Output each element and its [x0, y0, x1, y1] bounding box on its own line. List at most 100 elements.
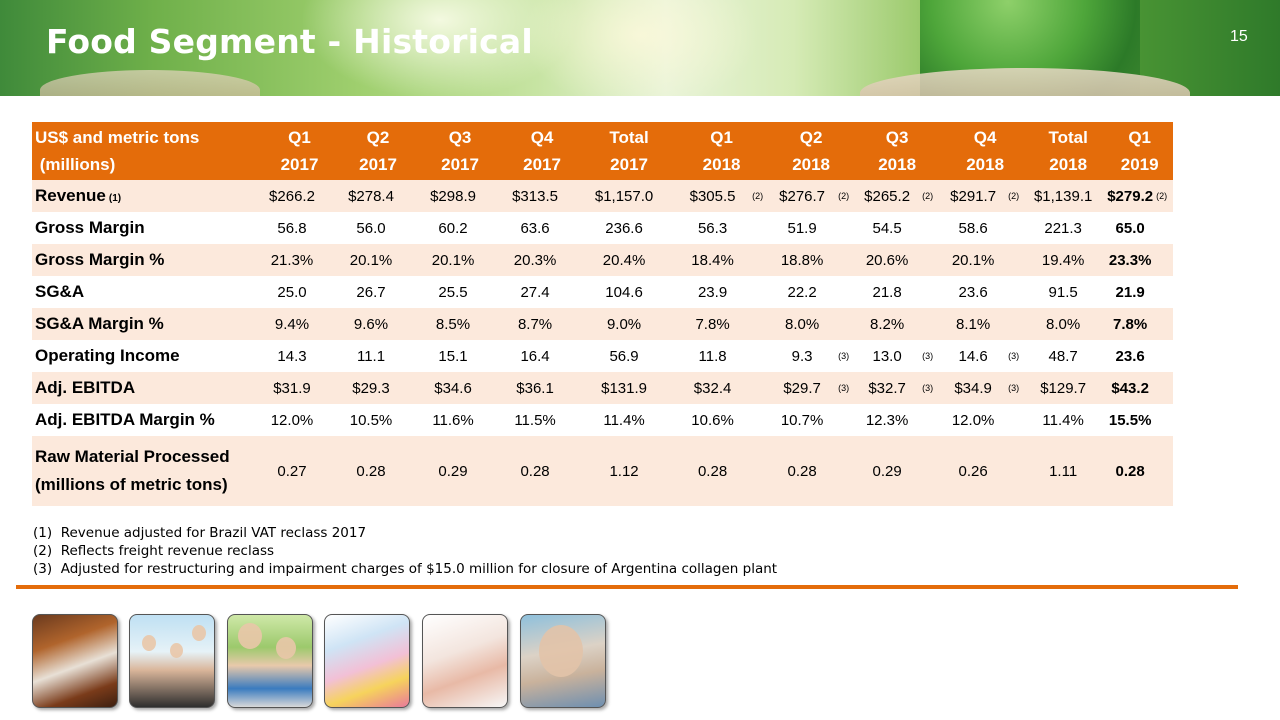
footnote-ref	[569, 180, 584, 212]
footnote-ref	[665, 340, 676, 372]
row-label-text: Adj. EBITDA Margin %	[35, 410, 215, 429]
table-cell: 20.1%	[337, 244, 406, 276]
row-label-text: Gross Margin %	[35, 250, 165, 269]
row-label: SG&A	[32, 276, 262, 308]
table-cell: $266.2	[262, 180, 322, 212]
divider-rule	[16, 585, 1238, 589]
footnote-ref: (3)	[836, 340, 855, 372]
table-cell: 13.0	[854, 340, 921, 372]
table-cell: $1,157.0	[583, 180, 666, 212]
table-cell: 8.1%	[940, 308, 1007, 340]
column-header: Total 2018	[1030, 122, 1107, 180]
table-cell: $34.9	[940, 372, 1007, 404]
table-header-row: US$ and metric tons (millions) Q1 2017 Q2…	[32, 122, 1174, 180]
table-cell: 54.5	[854, 212, 921, 244]
footnote-ref	[1154, 372, 1174, 404]
row-label-text: Raw Material Processed	[35, 447, 230, 466]
elderly-woman-photo	[520, 614, 606, 708]
table-cell: 56.3	[675, 212, 751, 244]
table-cell: 11.6%	[419, 404, 488, 436]
table-cell: $279.2	[1106, 180, 1155, 212]
table-cell: 0.28	[1106, 436, 1155, 506]
footnote-ref: (3)	[836, 372, 855, 404]
footnote: (1) Revenue adjusted for Brazil VAT recl…	[33, 525, 367, 541]
table-cell: 91.5	[1030, 276, 1097, 308]
column-header: Q2 2017	[337, 122, 420, 180]
row-label-text: Adj. EBITDA	[35, 378, 136, 397]
table-cell: 51.9	[768, 212, 837, 244]
row-label-text: Gross Margin	[35, 218, 145, 237]
table-cell: 1.12	[583, 436, 666, 506]
footnote-ref	[405, 244, 420, 276]
table-cell: 19.4%	[1030, 244, 1097, 276]
table-cell: 12.3%	[854, 404, 921, 436]
footnote-ref	[920, 276, 941, 308]
page-number: 15	[1230, 28, 1248, 45]
table-cell: $32.4	[675, 372, 751, 404]
fitness-group-photo	[129, 614, 215, 708]
footnote-ref	[836, 244, 855, 276]
footnote-ref	[665, 212, 676, 244]
footnote-ref	[405, 436, 420, 506]
footnote-ref	[322, 308, 338, 340]
table-cell: $276.7	[768, 180, 837, 212]
table-cell: 0.29	[419, 436, 488, 506]
footnote-ref	[322, 212, 338, 244]
footnote-ref	[920, 212, 941, 244]
table-cell: 9.0%	[583, 308, 666, 340]
footnote-ref: (2)	[836, 180, 855, 212]
table-cell: $32.7	[854, 372, 921, 404]
footnote-ref	[920, 436, 941, 506]
footnote-ref	[405, 276, 420, 308]
table-cell: 7.8%	[1106, 308, 1155, 340]
table-row: Gross Margin % 21.3% 20.1% 20.1% 20.3% 20.4% 1…	[32, 244, 1174, 276]
footnote-ref	[487, 212, 502, 244]
footnote: (2) Reflects freight revenue reclass	[33, 543, 275, 559]
table-cell: $305.5	[675, 180, 751, 212]
table-cell: 12.0%	[262, 404, 322, 436]
footnote-ref	[487, 180, 502, 212]
footnote-ref	[836, 404, 855, 436]
row-label: Adj. EBITDA Margin %	[32, 404, 262, 436]
footnote-ref	[322, 372, 338, 404]
table-cell: 104.6	[583, 276, 666, 308]
table-cell: $29.7	[768, 372, 837, 404]
table-cell: $31.9	[262, 372, 322, 404]
table-cell: 0.27	[262, 436, 322, 506]
column-header: Total 2017	[583, 122, 676, 180]
banner-light	[520, 0, 760, 96]
footnote-ref	[1006, 404, 1031, 436]
footnote-ref	[665, 372, 676, 404]
footnote-ref	[569, 276, 584, 308]
header-banner: Food Segment - Historical 15	[0, 0, 1280, 96]
table-cell: 26.7	[337, 276, 406, 308]
table-cell: 12.0%	[940, 404, 1007, 436]
table-cell: 8.2%	[854, 308, 921, 340]
table-cell: $129.7	[1030, 372, 1097, 404]
hands-image	[860, 68, 1190, 96]
footnote-ref	[569, 404, 584, 436]
column-header: Q4 2018	[940, 122, 1031, 180]
table-cell: 11.4%	[1030, 404, 1097, 436]
row-label: Adj. EBITDA	[32, 372, 262, 404]
footnote-ref	[1154, 244, 1174, 276]
table-row: SG&A Margin % 9.4% 9.6% 8.5% 8.7% 9.0% 7.8% 8.0…	[32, 308, 1174, 340]
footnote-ref	[665, 308, 676, 340]
footnote-ref: (3)	[920, 340, 941, 372]
table-cell: $278.4	[337, 180, 406, 212]
table-row: Raw Material Processed (millions of metri…	[32, 436, 1174, 506]
hands-image	[40, 70, 260, 96]
table-cell: 9.6%	[337, 308, 406, 340]
footnote-ref	[1006, 436, 1031, 506]
table-cell: 21.9	[1106, 276, 1155, 308]
table-cell: 9.3	[768, 340, 837, 372]
table-cell: 20.1%	[419, 244, 488, 276]
table-cell: 7.8%	[675, 308, 751, 340]
row-label: Revenue (1)	[32, 180, 262, 212]
footnote-ref	[750, 340, 769, 372]
row-label-text: Revenue	[35, 186, 106, 205]
row-label-text: (millions of metric tons)	[35, 475, 228, 494]
table-cell: 0.28	[768, 436, 837, 506]
table-cell: 15.5%	[1106, 404, 1155, 436]
table-cell: 56.0	[337, 212, 406, 244]
